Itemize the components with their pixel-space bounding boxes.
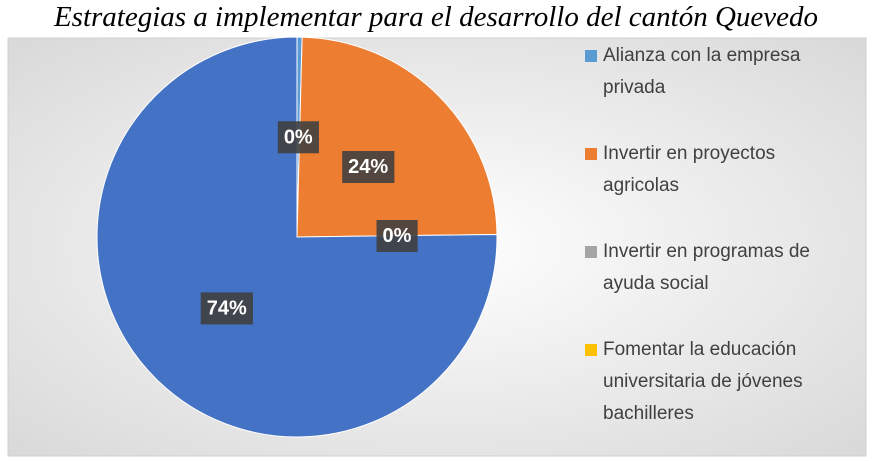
legend-swatch (585, 50, 597, 62)
data-label: 74% (207, 297, 247, 319)
legend-label: Invertir en programas de ayuda social (603, 241, 810, 294)
data-label: 0% (284, 126, 313, 148)
legend-swatch (585, 246, 597, 258)
legend-swatch (585, 148, 597, 160)
data-label-box (200, 292, 253, 325)
legend-label: Invertir en proyectos agricolas (603, 143, 776, 196)
pie-slice (96, 36, 498, 438)
legend-swatch (585, 344, 597, 356)
legend-label: Fomentar la educación universitaria de j… (603, 339, 803, 424)
chart-title: Estrategias a implementar para el desarr… (53, 1, 818, 33)
data-label: 24% (348, 156, 388, 178)
data-label-box (342, 151, 395, 184)
legend-label: Alianza con la empresa privada (603, 45, 801, 98)
data-label-box (376, 220, 418, 253)
pie-slice (296, 36, 498, 238)
data-label: 0% (383, 225, 412, 247)
data-label-box (277, 121, 319, 154)
